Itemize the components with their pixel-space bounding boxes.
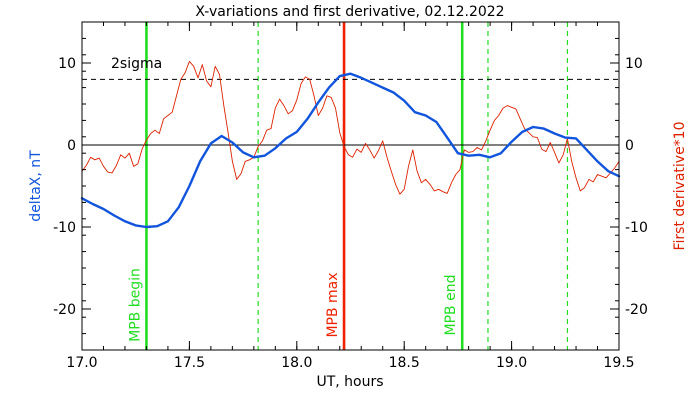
axis-ticks: 17.0 17.5 18.0 18.5 19.0 19.5 -20 -20 -10 -10 0 0 10…	[53, 21, 648, 371]
y-tick-label-right: 10	[625, 56, 643, 72]
threshold-label: 2sigma	[111, 56, 162, 72]
marker-label: MPB max	[325, 272, 341, 337]
derivative-series-line	[81, 60, 620, 195]
reference-lines	[82, 78, 619, 146]
x-axis-label: UT, hours	[316, 374, 383, 390]
y-axis-label-right: First derivative*10	[672, 121, 688, 250]
y-axis-label-left: deltaX, nT	[28, 150, 44, 222]
deltaX-series-line	[80, 72, 621, 229]
y-tick-label-right: 0	[625, 138, 634, 154]
marker-lines: MPB begin MPB max MPB end	[127, 22, 569, 350]
y-tick-label-left: -10	[53, 220, 76, 236]
y-tick-label-left: 10	[58, 56, 76, 72]
x-tick-label: 18.5	[389, 355, 420, 371]
marker-label: MPB begin	[127, 268, 143, 342]
x-tick-label: 17.5	[174, 355, 205, 371]
plot-frame	[81, 21, 620, 351]
y-tick-label-right: -20	[625, 302, 648, 318]
y-tick-label-left: -20	[53, 302, 76, 318]
series-group	[80, 60, 621, 229]
x-tick-label: 19.5	[603, 355, 634, 371]
chart-title: X-variations and first derivative, 02.12…	[195, 4, 504, 20]
x-tick-label: 19.0	[496, 355, 527, 371]
x-tick-label: 17.0	[66, 355, 97, 371]
y-tick-label-right: -10	[625, 220, 648, 236]
y-tick-label-left: 0	[67, 138, 76, 154]
x-tick-label: 18.0	[281, 355, 312, 371]
marker-label: MPB end	[443, 275, 459, 336]
